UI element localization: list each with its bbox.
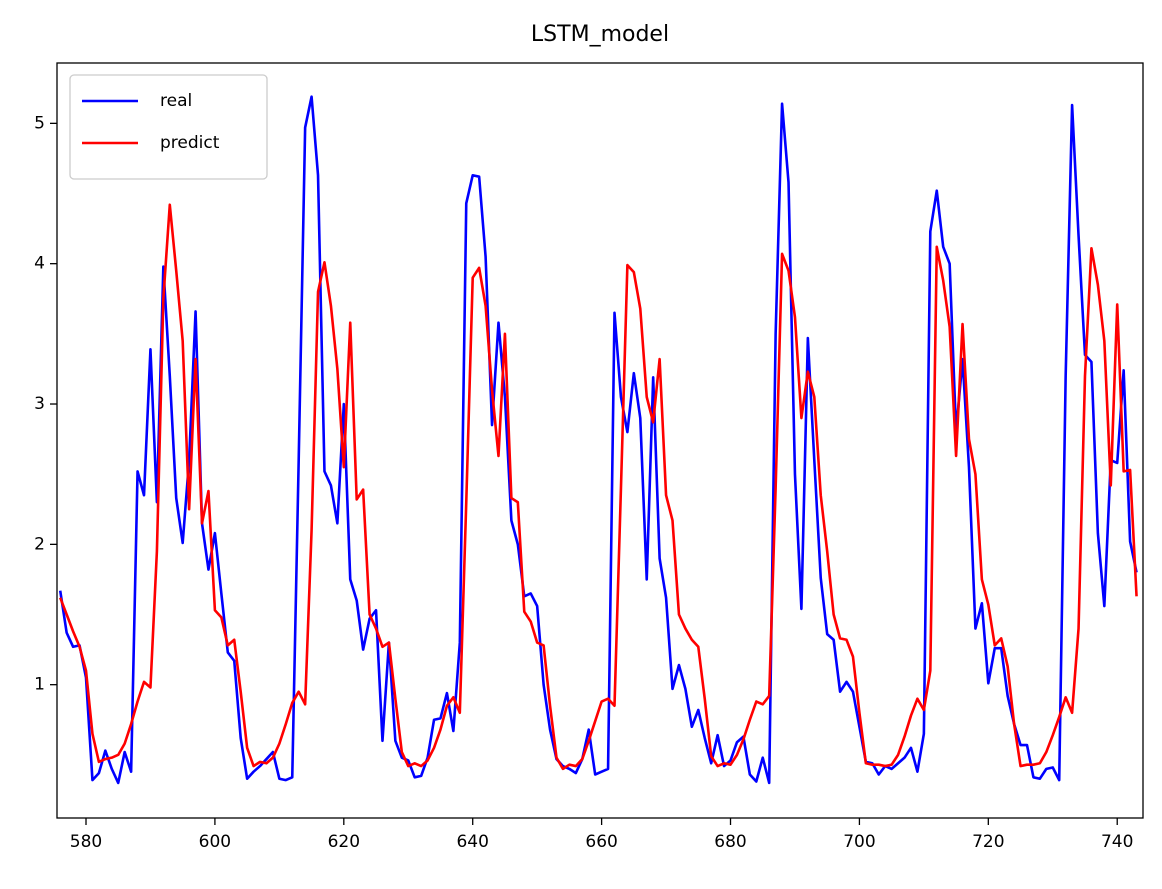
x-tick-label: 640	[456, 832, 488, 852]
legend-label: real	[160, 91, 192, 111]
axes-frame	[56, 62, 1144, 819]
x-tick-label: 680	[714, 832, 746, 852]
plot-area	[58, 95, 1138, 785]
y-tick-label: 1	[34, 675, 45, 695]
x-tick-label: 700	[843, 832, 875, 852]
y-tick-label: 4	[34, 254, 45, 274]
y-tick-label: 5	[34, 113, 45, 133]
legend-label: predict	[160, 133, 220, 153]
series-line	[59, 203, 1138, 771]
chart-title: LSTM_model	[531, 22, 669, 47]
x-tick-label: 600	[199, 832, 231, 852]
y-tick-label: 2	[34, 534, 45, 554]
x-tick-label: 660	[585, 832, 617, 852]
x-tick-label: 720	[972, 832, 1004, 852]
x-tick-label: 740	[1101, 832, 1133, 852]
x-tick-label: 580	[70, 832, 102, 852]
x-tick-label: 620	[328, 832, 360, 852]
y-tick-label: 3	[34, 394, 45, 414]
